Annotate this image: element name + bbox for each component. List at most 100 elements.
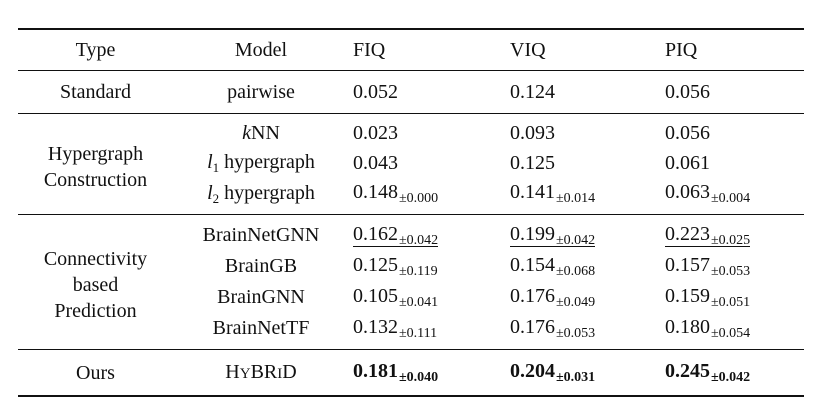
value: 0.132 <box>353 316 398 338</box>
std-dev: ±0.014 <box>556 191 596 206</box>
second-best-value: 0.223±0.025 <box>665 223 751 248</box>
value: 0.105 <box>353 285 398 307</box>
std-dev: ±0.042 <box>399 233 439 248</box>
results-table-container: Type Model FIQ VIQ PIQ Standard pairwise… <box>18 28 804 397</box>
table-row-knn: Hypergraph Construction kNN 0.023 0.093 … <box>18 113 804 191</box>
header-piq: PIQ <box>665 39 698 61</box>
model-variable: k <box>242 122 251 144</box>
std-dev: ±0.053 <box>711 264 751 279</box>
model-cell: pairwise <box>227 81 295 103</box>
header-type: Type <box>75 39 116 61</box>
value: 0.223 <box>665 223 710 245</box>
viq-cell: 0.204±0.031 <box>510 350 665 397</box>
model-cell: l1 hypergraph <box>173 148 349 178</box>
type-line: based <box>72 273 119 296</box>
viq-cell: 0.154±0.068 <box>510 251 665 282</box>
header-viq: VIQ <box>510 39 546 61</box>
value: 0.159 <box>665 285 710 307</box>
type-cell: Ours <box>76 361 115 384</box>
value: 0.141 <box>510 181 555 203</box>
type-line: Hypergraph <box>47 142 144 165</box>
value: 0.157 <box>665 254 710 276</box>
std-dev: ±0.004 <box>711 191 751 206</box>
best-value: 0.181 <box>353 360 398 382</box>
piq-cell: 0.056 <box>665 122 710 144</box>
model-letter: B <box>250 360 264 383</box>
value: 0.176 <box>510 316 555 338</box>
std-dev: ±0.051 <box>711 295 751 310</box>
fiq-cell: 0.052 <box>353 81 398 103</box>
value: 0.125 <box>353 254 398 276</box>
std-dev: ±0.031 <box>556 370 596 385</box>
type-cell: Standard <box>59 81 132 103</box>
viq-cell: 0.124 <box>510 81 555 103</box>
model-cell: BrainNetGNN <box>202 224 320 246</box>
model-subscript: 2 <box>212 190 220 206</box>
model-cell: kNN <box>173 114 349 149</box>
model-name: hypergraph <box>219 151 315 173</box>
std-dev: ±0.000 <box>399 191 439 206</box>
table-row-braingnn: BrainGNN 0.105±0.041 0.176±0.049 0.159±0… <box>18 282 804 313</box>
model-cell-hybrid: HYBRID <box>173 350 349 397</box>
best-value: 0.204 <box>510 360 555 382</box>
table-row-braingb: BrainGB 0.125±0.119 0.154±0.068 0.157±0.… <box>18 251 804 282</box>
model-letter: H <box>225 360 240 383</box>
viq-cell: 0.141±0.014 <box>510 178 665 215</box>
second-best-value: 0.162±0.042 <box>353 223 439 248</box>
table-row-l2-hypergraph: l2 hypergraph 0.148±0.000 0.141±0.014 0.… <box>18 178 804 215</box>
table-row-brainnetgnn: Connectivity based Prediction BrainNetGN… <box>18 214 804 322</box>
type-line: Construction <box>43 168 148 191</box>
model-subscript: 1 <box>212 160 220 175</box>
table-row-standard: Standard pairwise 0.052 0.124 0.056 <box>18 70 804 114</box>
results-table: Type Model FIQ VIQ PIQ Standard pairwise… <box>18 28 804 397</box>
viq-cell: 0.199±0.042 <box>510 215 665 252</box>
model-letter: I <box>277 365 283 382</box>
std-dev: ±0.053 <box>556 326 596 341</box>
piq-cell: 0.061 <box>665 151 710 174</box>
fiq-cell: 0.105±0.041 <box>349 282 510 313</box>
fiq-cell: 0.023 <box>353 122 398 144</box>
piq-cell: 0.245±0.042 <box>665 350 804 397</box>
model-cell: BrainNetTF <box>212 317 310 339</box>
piq-cell: 0.056 <box>665 81 710 103</box>
viq-cell: 0.176±0.049 <box>510 282 665 313</box>
fiq-cell: 0.043 <box>353 151 398 174</box>
std-dev: ±0.041 <box>399 295 439 310</box>
std-dev: ±0.111 <box>399 326 438 341</box>
std-dev: ±0.049 <box>556 295 596 310</box>
header-fiq: FIQ <box>353 39 386 61</box>
value: 0.063 <box>665 181 710 203</box>
piq-cell: 0.063±0.004 <box>665 178 804 215</box>
std-dev: ±0.068 <box>556 264 596 279</box>
viq-cell: 0.093 <box>510 122 555 144</box>
model-cell: BrainGB <box>224 255 298 277</box>
value: 0.180 <box>665 316 710 338</box>
header-model: Model <box>234 39 288 61</box>
piq-cell: 0.180±0.054 <box>665 313 804 350</box>
type-line: Prediction <box>54 299 137 322</box>
model-letter: D <box>282 360 297 383</box>
second-best-value: 0.199±0.042 <box>510 223 596 248</box>
model-cell: BrainGNN <box>217 286 305 308</box>
std-dev: ±0.040 <box>399 370 439 385</box>
fiq-cell: 0.125±0.119 <box>349 251 510 282</box>
model-letter: R <box>263 360 278 383</box>
model-name: hypergraph <box>219 181 315 204</box>
std-dev: ±0.119 <box>399 264 438 279</box>
fiq-cell: 0.162±0.042 <box>349 215 510 252</box>
std-dev: ±0.054 <box>711 326 751 341</box>
best-value: 0.245 <box>665 360 710 382</box>
model-name: NN <box>251 122 280 144</box>
std-dev: ±0.025 <box>711 233 751 248</box>
fiq-cell: 0.132±0.111 <box>349 313 510 350</box>
type-cell-connectivity: Connectivity based Prediction <box>18 215 173 350</box>
viq-cell: 0.176±0.053 <box>510 313 665 350</box>
piq-cell: 0.223±0.025 <box>665 215 804 252</box>
table-row-ours: Ours HYBRID 0.181±0.040 0.204±0.031 0.24… <box>18 349 804 397</box>
std-dev: ±0.042 <box>711 370 751 385</box>
std-dev: ±0.042 <box>556 233 596 248</box>
model-cell: l2 hypergraph <box>173 178 349 215</box>
type-cell-hypergraph: Hypergraph Construction <box>18 114 173 215</box>
header-row: Type Model FIQ VIQ PIQ <box>18 29 804 71</box>
piq-cell: 0.159±0.051 <box>665 282 804 313</box>
